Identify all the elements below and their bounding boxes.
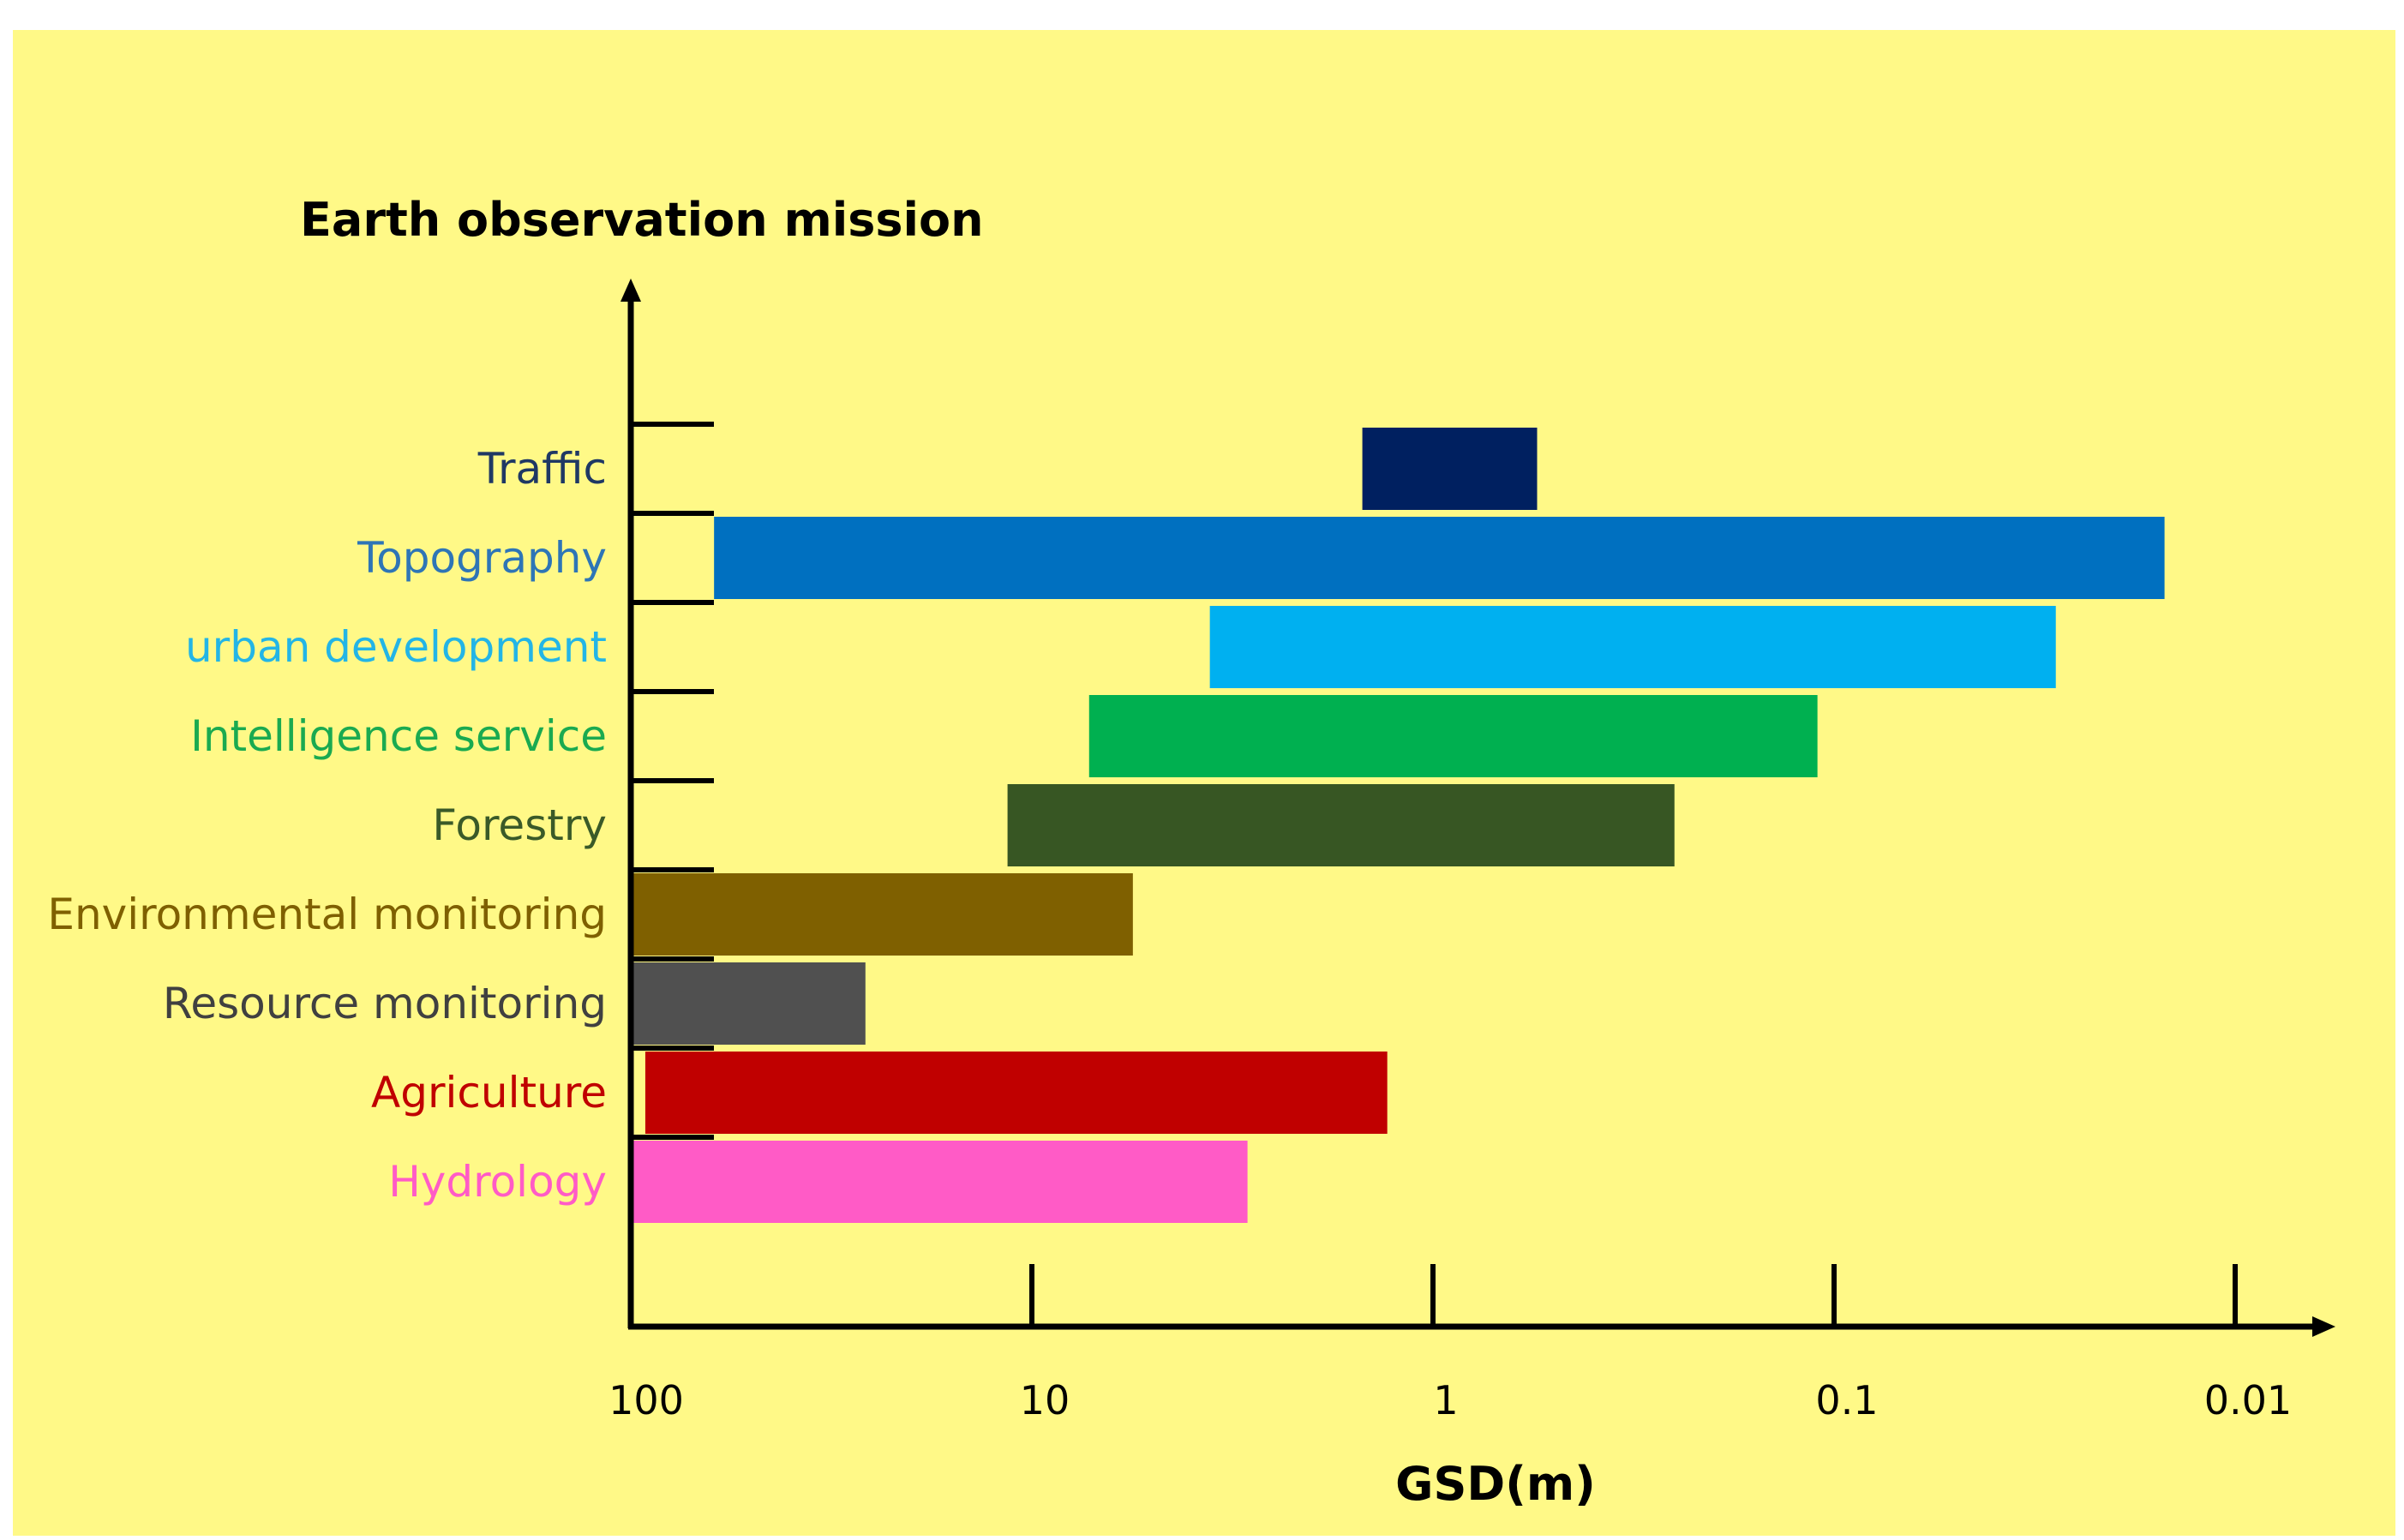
chart-background: [13, 30, 2395, 1536]
y-axis-arrow: [620, 279, 641, 302]
category-label: Forestry: [432, 800, 607, 850]
category-label: Topography: [357, 533, 607, 583]
bar-hydrology: [631, 1141, 1248, 1223]
bar-intelligence-service: [1088, 695, 1818, 777]
bar-topography: [714, 517, 2165, 599]
x-tick-label: 0.1: [1815, 1377, 1878, 1423]
category-label: Intelligence service: [190, 711, 607, 761]
x-tick-label: 10: [1020, 1377, 1070, 1423]
bar-environmental-monitoring: [631, 873, 1133, 956]
category-label: Hydrology: [388, 1157, 607, 1207]
y-tick-marks: [631, 422, 714, 1140]
bar-resource-monitoring: [631, 962, 866, 1045]
x-tick-label: 100: [608, 1377, 684, 1423]
bar-urban-development: [1209, 606, 2056, 688]
x-tick-label: 0.01: [2204, 1377, 2292, 1423]
category-label: Agriculture: [371, 1068, 607, 1118]
bar-traffic: [1362, 428, 1538, 510]
x-ticks: 100 10 1 0.1 0.01: [608, 1264, 2292, 1423]
chart-title: Earth observation mission: [300, 193, 984, 247]
x-tick-label: 1: [1433, 1377, 1458, 1423]
category-label: Resource monitoring: [163, 979, 607, 1028]
x-axis-label: GSD(m): [1395, 1457, 1596, 1511]
bars-layer: [631, 428, 2165, 1223]
x-axis-arrow: [2312, 1316, 2335, 1337]
category-labels: Traffic Topography urban development Intell…: [47, 444, 607, 1207]
axes: [620, 279, 2335, 1337]
bar-agriculture: [644, 1052, 1388, 1134]
category-label: urban development: [185, 622, 607, 672]
category-label: Environmental monitoring: [47, 890, 607, 939]
bar-forestry: [1007, 784, 1675, 866]
category-label: Traffic: [477, 444, 607, 494]
